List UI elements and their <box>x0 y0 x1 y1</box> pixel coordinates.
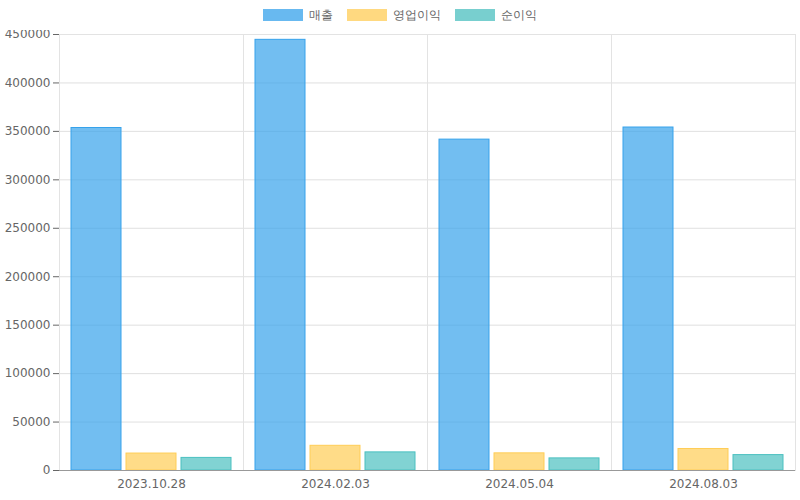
svg-text:400000: 400000 <box>5 76 51 90</box>
svg-text:0: 0 <box>43 463 51 477</box>
svg-text:2024.02.03: 2024.02.03 <box>301 477 370 491</box>
svg-text:350000: 350000 <box>5 124 51 138</box>
svg-text:200000: 200000 <box>5 270 51 284</box>
svg-text:50000: 50000 <box>12 415 50 429</box>
html-text:매출: 매출 <box>309 7 333 22</box>
svg-text:300000: 300000 <box>5 173 51 187</box>
svg-text:2024.05.04: 2024.05.04 <box>485 477 554 491</box>
svg-text:250000: 250000 <box>5 221 51 235</box>
svg-text:150000: 150000 <box>5 318 51 332</box>
svg-text:450000: 450000 <box>5 30 51 41</box>
svg-text:2023.10.28: 2023.10.28 <box>117 477 186 491</box>
svg-text:2024.08.03: 2024.08.03 <box>669 477 738 491</box>
html-text:순이익: 순이익 <box>501 7 537 22</box>
svg-text:100000: 100000 <box>5 366 51 380</box>
html-text:영업이익: 영업이익 <box>393 7 441 22</box>
